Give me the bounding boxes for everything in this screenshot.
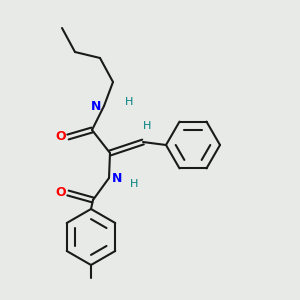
Text: H: H (143, 121, 152, 131)
Text: H: H (130, 179, 138, 189)
Text: N: N (112, 172, 122, 184)
Text: H: H (125, 97, 134, 107)
Text: O: O (56, 187, 66, 200)
Text: O: O (56, 130, 66, 143)
Text: N: N (91, 100, 101, 112)
